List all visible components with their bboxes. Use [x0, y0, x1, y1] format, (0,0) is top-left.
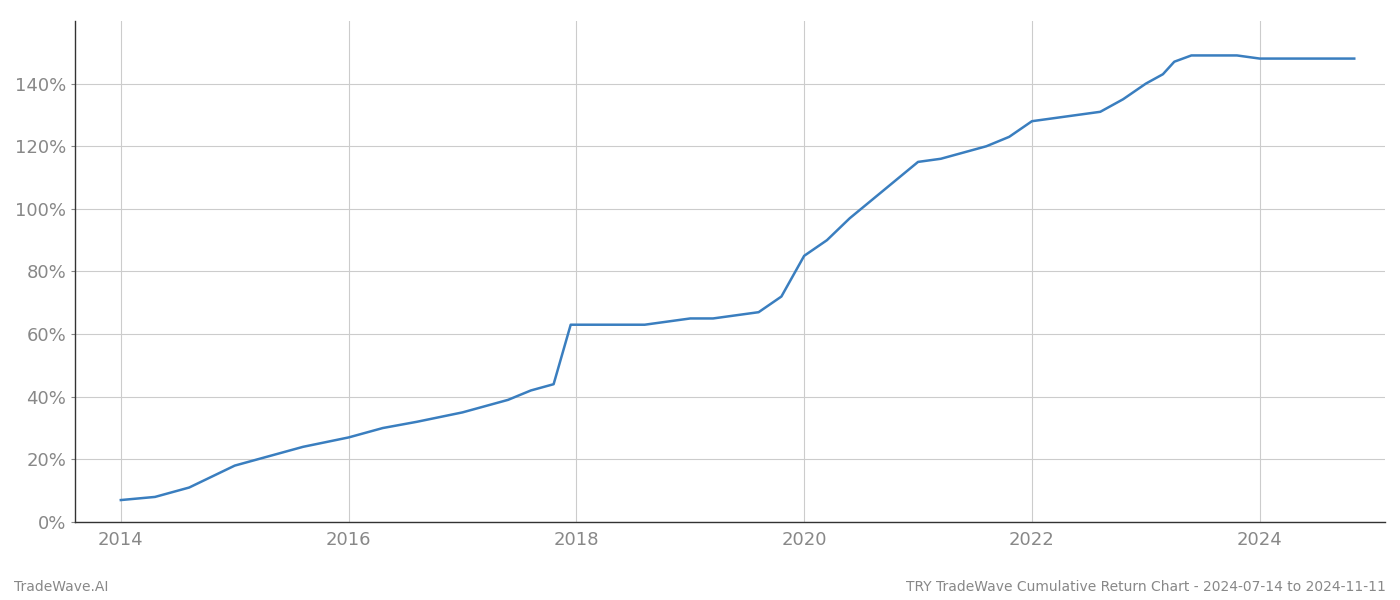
Text: TRY TradeWave Cumulative Return Chart - 2024-07-14 to 2024-11-11: TRY TradeWave Cumulative Return Chart - …: [906, 580, 1386, 594]
Text: TradeWave.AI: TradeWave.AI: [14, 580, 108, 594]
